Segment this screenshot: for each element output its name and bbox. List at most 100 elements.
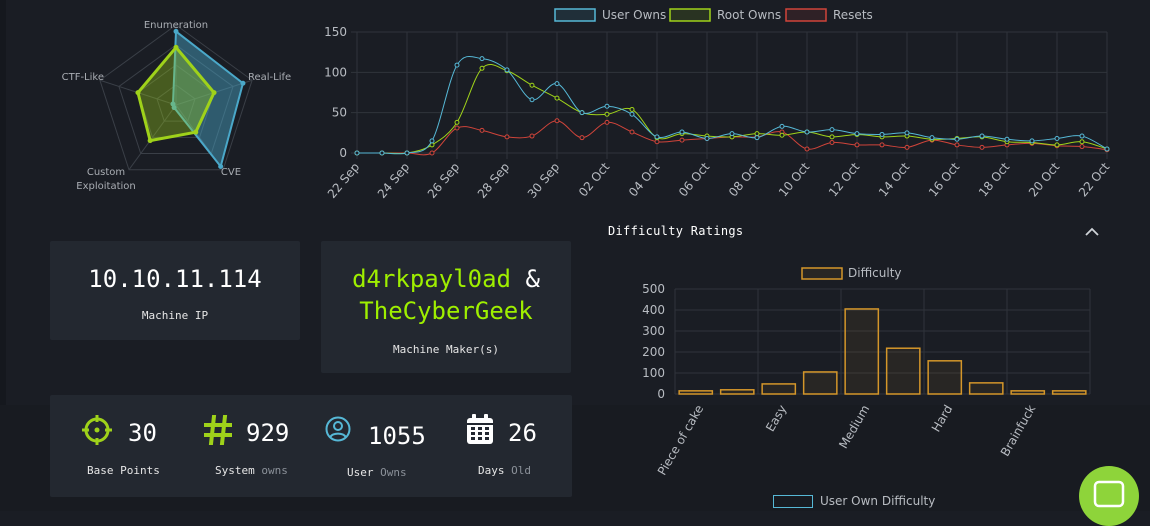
activity-data-point [804, 129, 810, 135]
radar-point [173, 28, 179, 34]
activity-data-point [1079, 133, 1085, 139]
activity-data-point [479, 65, 485, 71]
radar-axis-label: Enumeration [144, 20, 208, 31]
activity-data-point [729, 131, 735, 137]
radar-point [211, 90, 217, 96]
activity-series-line [357, 64, 1108, 155]
activity-data-point [579, 135, 585, 141]
radar-point [193, 129, 199, 135]
activity-data-point [554, 118, 560, 124]
activity-data-point [1104, 146, 1110, 152]
difficulty-y-tick-label: 500 [642, 282, 665, 296]
activity-data-point [554, 81, 560, 87]
stat-days-old-value: 26 [508, 419, 537, 447]
maker-link-1[interactable]: d4rkpayl0ad [352, 265, 512, 293]
activity-data-point [854, 131, 860, 137]
stat-system-owns: 929 System owns [190, 395, 320, 497]
activity-x-tick-label: 08 Oct [726, 160, 763, 200]
radar-point [147, 138, 153, 144]
activity-x-tick-label: 28 Sep [475, 160, 513, 200]
activity-data-point [429, 150, 435, 156]
activity-x-tick-label: 22 Oct [1076, 160, 1113, 200]
chevron-up-icon[interactable] [1084, 224, 1100, 240]
activity-legend-label: Root Owns [717, 8, 781, 22]
stat-system-owns-label: System owns [215, 464, 288, 477]
activity-data-point [654, 139, 660, 145]
stat-system-owns-value: 929 [246, 419, 290, 447]
activity-data-point [829, 140, 835, 146]
activity-y-tick-label: 100 [324, 65, 347, 79]
difficulty-y-tick-label: 400 [642, 303, 665, 317]
activity-legend-label: User Owns [602, 8, 666, 22]
radar-grid-ring [156, 84, 196, 122]
activity-x-tick-label: 10 Oct [776, 160, 813, 200]
stat-user-owns-label: User Owns [347, 466, 407, 479]
difficulty-bar [844, 308, 880, 395]
difficulty-y-tick-label: 200 [642, 345, 665, 359]
activity-x-tick-label: 06 Oct [676, 160, 713, 200]
activity-x-tick-label: 14 Oct [876, 160, 913, 200]
activity-data-point [429, 138, 435, 144]
machine-makers-card: d4rkpayl0ad & TheCyberGeek Machine Maker… [321, 241, 571, 373]
difficulty-x-tick-label: Hard [929, 403, 955, 435]
activity-data-point [1029, 138, 1035, 144]
activity-data-point [979, 133, 985, 139]
radar-point [218, 163, 224, 169]
difficulty-x-tick-label: Easy [763, 403, 789, 435]
difficulty-bar-chart: 0 100 200 300 400 500 Piece of cake Easy Medium H… [642, 266, 1091, 478]
user-own-difficulty-swatch [773, 495, 813, 508]
difficulty-bar [885, 347, 921, 395]
activity-data-point [929, 135, 935, 141]
radar-point [170, 101, 176, 107]
difficulty-legend-swatch [801, 267, 843, 280]
difficulty-bar [968, 382, 1004, 395]
activity-data-point [604, 111, 610, 117]
activity-data-point [1054, 142, 1060, 148]
activity-data-point [604, 103, 610, 109]
activity-x-tick-label: 04 Oct [626, 160, 663, 200]
activity-data-point [404, 150, 410, 156]
radar-grid-ring [99, 24, 253, 171]
difficulty-y-tick-label: 100 [642, 366, 665, 380]
makers-label: Machine Maker(s) [393, 343, 499, 356]
machine-ip-value[interactable]: 10.10.11.114 [88, 265, 262, 293]
difficulty-bar [761, 383, 797, 395]
radar-axis-label: CVE [221, 167, 241, 178]
maker-ampersand: & [525, 265, 540, 293]
difficulty-y-tick-label: 0 [657, 387, 665, 401]
activity-data-point [979, 144, 985, 150]
activity-data-point [629, 129, 635, 135]
activity-data-point [454, 62, 460, 68]
activity-data-point [579, 110, 585, 116]
makers-line-2: TheCyberGeek [321, 297, 571, 325]
difficulty-x-tick-label: Piece of cake [655, 403, 706, 478]
difficulty-x-tick-label: Medium [836, 403, 872, 452]
activity-x-tick-label: 12 Oct [826, 160, 863, 200]
difficulty-bar [678, 390, 714, 395]
activity-data-point [1054, 135, 1060, 141]
hash-icon [204, 415, 232, 445]
activity-data-point [1079, 139, 1085, 145]
stats-card: 30 Base Points 929 System owns 1055 User… [50, 395, 572, 497]
activity-data-point [829, 127, 835, 133]
radar-series-area [136, 45, 216, 143]
machine-ip-label: Machine IP [141, 309, 209, 322]
activity-data-point [829, 134, 835, 140]
activity-data-point [779, 132, 785, 138]
activity-x-tick-label: 30 Sep [525, 160, 563, 200]
maker-link-2[interactable]: TheCyberGeek [359, 297, 533, 325]
difficulty-x-tick-label: Brainfuck [998, 402, 1039, 458]
activity-data-point [454, 125, 460, 131]
activity-x-tick-label: 26 Sep [425, 160, 463, 200]
activity-data-point [754, 131, 760, 137]
radar-spoke [128, 104, 177, 171]
activity-legend-swatch [669, 8, 711, 22]
activity-data-point [1004, 136, 1010, 142]
stat-base-points-value: 30 [128, 419, 157, 447]
activity-data-point [454, 119, 460, 125]
activity-data-point [879, 142, 885, 148]
radar-point [135, 90, 141, 96]
activity-y-tick-label: 0 [339, 146, 347, 160]
activity-data-point [654, 134, 660, 140]
chat-widget-button[interactable] [1079, 466, 1139, 526]
